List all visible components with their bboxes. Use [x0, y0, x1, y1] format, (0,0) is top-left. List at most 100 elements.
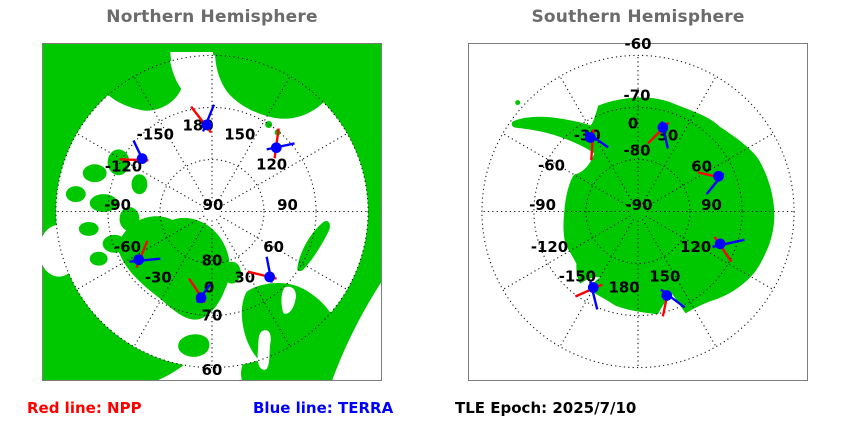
- satellite-position-dot: [584, 132, 596, 143]
- satellite-position-dot: [713, 170, 724, 182]
- canadian-island: [131, 174, 148, 195]
- satellite-position-dot: [201, 119, 213, 131]
- graticule-label: 0: [628, 115, 638, 133]
- latitude-ring: [55, 54, 369, 369]
- graticule-label: 120: [256, 155, 287, 173]
- satellite-marker: [660, 288, 686, 317]
- north-satellite-markers: [119, 104, 295, 304]
- satellite-marker: [129, 240, 161, 269]
- satellite-position-dot: [661, 290, 673, 301]
- meridian-line: [645, 132, 774, 208]
- latitude-ring: [533, 106, 743, 317]
- satellite-marker: [266, 128, 295, 159]
- graticule-label: 90: [203, 196, 224, 214]
- meridian-line: [219, 132, 348, 208]
- arctic-island: [265, 121, 273, 128]
- meridian-line: [641, 218, 717, 347]
- meridian-line: [76, 132, 205, 208]
- meridian-line: [641, 76, 717, 205]
- satellite-marker: [190, 104, 216, 134]
- latitude-ring: [481, 54, 795, 369]
- satellite-marker: [574, 281, 603, 310]
- graticule-label: 180: [609, 279, 640, 297]
- satellite-marker: [188, 277, 211, 304]
- meridian-line: [219, 215, 348, 291]
- south-land: [511, 97, 775, 315]
- novaya-zemlya: [297, 220, 330, 272]
- satellite-position-dot: [136, 153, 148, 164]
- satellite-marker: [584, 129, 609, 161]
- canadian-island: [102, 234, 127, 253]
- graticule-label: -80: [624, 141, 651, 159]
- canadian-island: [82, 164, 107, 183]
- graticule-label: 80: [202, 252, 223, 270]
- graticule-label: 70: [202, 306, 223, 324]
- siberia-coast: [214, 50, 325, 119]
- meridian-line: [559, 76, 635, 205]
- meridian-line: [502, 215, 631, 291]
- graticule-label: -150: [137, 125, 174, 143]
- alaska-chukotka: [100, 50, 182, 111]
- canadian-island: [89, 194, 118, 212]
- graticule-label: 60: [691, 157, 712, 175]
- south-graticule: [481, 54, 795, 369]
- graticule-label: 90: [277, 196, 298, 214]
- meridian-line: [645, 215, 774, 291]
- south-satellite-markers: [574, 121, 745, 317]
- graticule-label: 30: [234, 269, 255, 287]
- satellite-position-dot: [657, 122, 669, 133]
- meridian-line: [76, 215, 205, 291]
- hudson-bay: [39, 224, 79, 277]
- meridian-line: [133, 76, 209, 205]
- graticule-label: 120: [680, 238, 711, 256]
- south-map-title: Southern Hemisphere: [531, 7, 745, 27]
- satellite-position-dot: [133, 254, 145, 266]
- satellite-position-dot: [264, 271, 276, 283]
- satellite-position-dot: [714, 238, 726, 250]
- graticule-label: 150: [649, 268, 680, 286]
- legend-npp: Red line: NPP: [27, 399, 142, 417]
- graticule-label: -90: [626, 196, 653, 214]
- white-sea-inlet: [281, 286, 296, 314]
- graticule-label: -60: [625, 35, 652, 53]
- graticule-label: -120: [531, 238, 568, 256]
- meridian-line: [502, 132, 631, 208]
- canadian-island: [119, 207, 140, 231]
- graticule-label: 150: [224, 125, 255, 143]
- antarctica: [511, 97, 775, 315]
- north-land: [39, 44, 381, 380]
- graticule-label: -90: [104, 196, 131, 214]
- satellite-position-dot: [195, 292, 207, 304]
- south-labels: -60-700-3030-80-6060-90-9090-120120-1501…: [529, 35, 722, 297]
- antarctic-islet: [515, 100, 521, 106]
- north-labels: -150180150-120120-909090-6060-3030800706…: [104, 117, 298, 380]
- baltic-white-sea: [332, 282, 381, 380]
- meridian-line: [559, 218, 635, 347]
- satellite-marker: [119, 139, 149, 164]
- north-atlantic: [158, 358, 246, 380]
- meridian-line: [215, 76, 291, 205]
- graticule-label: -30: [145, 269, 172, 287]
- graticule-label: 90: [701, 196, 722, 214]
- meridian-line: [133, 218, 209, 347]
- graticule-label: -90: [529, 196, 556, 214]
- bering-sea: [170, 51, 214, 96]
- graticule-label: 60: [263, 238, 284, 256]
- legend-terra: Blue line: TERRA: [253, 399, 394, 417]
- graticule-label: -120: [105, 157, 142, 175]
- satellite-marker: [697, 170, 725, 195]
- graticule-label: -60: [114, 238, 141, 256]
- satellite-marker: [712, 236, 745, 263]
- north-polar-map: -150180150-120120-909090-6060-3030800706…: [39, 43, 382, 381]
- satellite-marker: [247, 256, 277, 283]
- satellite-position-dot: [587, 282, 599, 293]
- satellite-marker: [647, 121, 670, 149]
- iceland: [178, 334, 210, 357]
- meridian-line: [215, 218, 291, 347]
- satellite-position-dot: [270, 142, 282, 154]
- tle-epoch-label: TLE Epoch: 2025/7/10: [455, 399, 637, 417]
- canadian-island: [89, 251, 108, 266]
- graticule-label: -70: [624, 87, 651, 105]
- gulf-of-bothnia: [257, 330, 271, 370]
